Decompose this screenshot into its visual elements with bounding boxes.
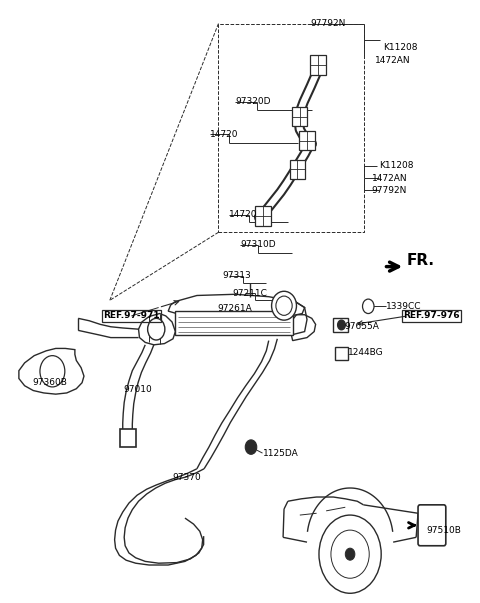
Text: 14720: 14720 — [210, 130, 239, 139]
Circle shape — [337, 320, 345, 330]
Text: 97310D: 97310D — [240, 241, 276, 250]
Circle shape — [331, 530, 369, 578]
Text: 1472AN: 1472AN — [375, 56, 410, 65]
Circle shape — [362, 299, 374, 314]
Text: 1125DA: 1125DA — [263, 449, 299, 458]
Circle shape — [345, 548, 355, 560]
Text: K11208: K11208 — [379, 161, 413, 170]
Text: 97313: 97313 — [223, 271, 252, 280]
Text: REF.97-971: REF.97-971 — [103, 311, 160, 320]
Text: 97360B: 97360B — [32, 378, 67, 387]
Text: 97792N: 97792N — [372, 186, 407, 195]
Ellipse shape — [276, 296, 292, 315]
Text: 1472AN: 1472AN — [372, 174, 407, 183]
Text: K11208: K11208 — [383, 43, 417, 52]
FancyBboxPatch shape — [292, 107, 308, 127]
Text: 1339CC: 1339CC — [386, 302, 421, 311]
Text: 1244BG: 1244BG — [348, 347, 384, 356]
FancyBboxPatch shape — [335, 347, 348, 361]
Text: 97320D: 97320D — [235, 97, 271, 106]
FancyBboxPatch shape — [120, 429, 136, 447]
Text: REF.97-976: REF.97-976 — [403, 311, 460, 320]
Circle shape — [148, 318, 165, 340]
Circle shape — [40, 356, 65, 387]
Text: 97370: 97370 — [172, 473, 201, 482]
Ellipse shape — [272, 291, 297, 320]
Text: 97510B: 97510B — [427, 526, 462, 535]
Text: 97655A: 97655A — [344, 322, 379, 331]
FancyBboxPatch shape — [290, 160, 305, 178]
Text: 97261A: 97261A — [218, 304, 252, 312]
FancyBboxPatch shape — [333, 318, 348, 332]
FancyBboxPatch shape — [311, 55, 325, 75]
Text: 97010: 97010 — [124, 385, 153, 394]
FancyBboxPatch shape — [255, 206, 271, 226]
FancyBboxPatch shape — [300, 131, 315, 151]
FancyBboxPatch shape — [175, 311, 293, 335]
Text: 97211C: 97211C — [233, 289, 267, 297]
FancyBboxPatch shape — [418, 505, 446, 546]
Text: FR.: FR. — [407, 253, 434, 268]
Text: 97792N: 97792N — [311, 19, 346, 28]
Circle shape — [245, 440, 257, 454]
Text: 14720: 14720 — [228, 210, 257, 219]
Circle shape — [319, 515, 381, 593]
